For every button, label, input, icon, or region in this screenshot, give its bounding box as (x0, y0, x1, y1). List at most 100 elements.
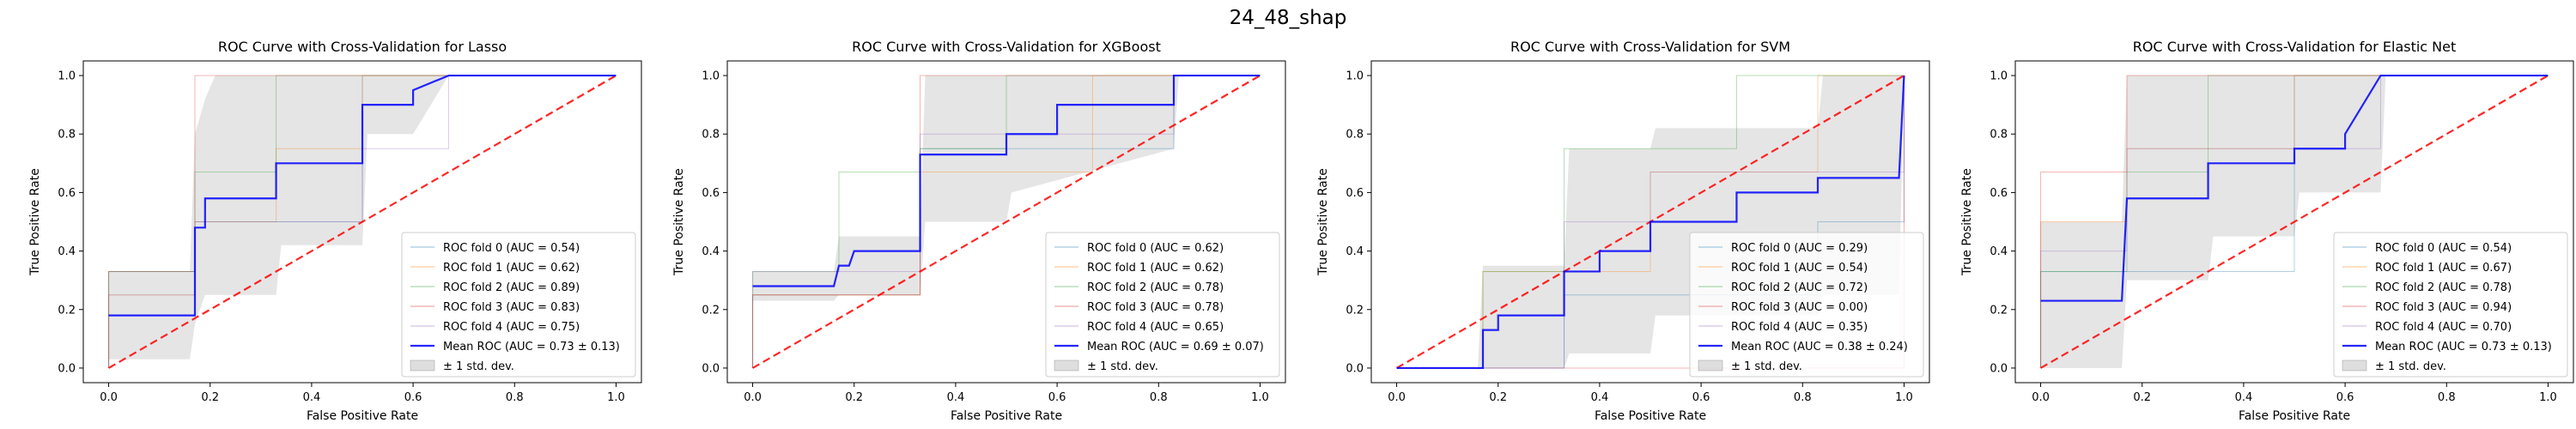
x-tick-label: 0.0 (1388, 391, 1406, 404)
legend-box (2333, 232, 2568, 378)
legend-label: ± 1 std. dev. (443, 360, 514, 373)
x-tick-label: 0.2 (2133, 391, 2151, 404)
x-axis-label: False Positive Rate (2239, 409, 2350, 423)
legend-label: ROC fold 3 (AUC = 0.83) (443, 301, 580, 314)
legend: ROC fold 0 (AUC = 0.54) ROC fold 1 (AUC =… (2333, 232, 2568, 378)
mean-roc-line (108, 74, 617, 317)
y-tick-label: 0.6 (1346, 187, 1364, 200)
y-tick-label: 0.8 (1346, 129, 1364, 142)
figure-suptitle: 24_48_shap (1229, 7, 1347, 29)
x-tick-label: 0.0 (100, 391, 118, 404)
y-tick-label: 0.4 (1990, 245, 2008, 258)
x-tick-label: 0.8 (506, 391, 524, 404)
chance-line (108, 75, 617, 369)
chart-title: ROC Curve with Cross-Validation for Lass… (218, 39, 507, 55)
legend-label: ROC fold 4 (AUC = 0.75) (443, 321, 580, 334)
legend-label: ± 1 std. dev. (1087, 360, 1158, 373)
legend-label: ROC fold 2 (AUC = 0.72) (1731, 281, 1868, 294)
axes-frame (2014, 60, 2574, 384)
y-tick-label: 0.2 (702, 304, 720, 317)
legend-label: ROC fold 2 (AUC = 0.89) (443, 281, 580, 294)
x-tick-label: 1.0 (1251, 391, 1269, 404)
legend-label: ROC fold 1 (AUC = 0.67) (2375, 262, 2512, 275)
y-axis-label: True Positive Rate (1960, 168, 1974, 276)
y-tick-label: 0.4 (1346, 245, 1364, 258)
legend-label: ± 1 std. dev. (2375, 360, 2446, 373)
roc-chart-svm: ROC Curve with Cross-Validation for SVM 0… (1316, 39, 1930, 423)
plot-area (752, 74, 1261, 369)
legend-label: ROC fold 4 (AUC = 0.35) (1731, 321, 1868, 334)
y-tick-label: 0.0 (702, 362, 720, 375)
roc-chart-xgboost: ROC Curve with Cross-Validation for XGBo… (672, 39, 1286, 423)
y-tick-label: 0.2 (1346, 304, 1364, 317)
legend-label: ROC fold 1 (AUC = 0.54) (1731, 262, 1868, 275)
y-axis-label: True Positive Rate (672, 168, 686, 276)
y-tick-label: 0.6 (702, 187, 720, 200)
chart-title: ROC Curve with Cross-Validation for Elas… (2133, 39, 2457, 55)
roc-fold-0-line (108, 75, 617, 368)
legend-label: ± 1 std. dev. (1731, 360, 1802, 373)
y-tick-label: 0.0 (1346, 362, 1364, 375)
x-tick-label: 0.6 (404, 391, 422, 404)
legend-swatch-band (2342, 360, 2367, 372)
legend-label: Mean ROC (AUC = 0.38 ± 0.24) (1731, 341, 1908, 353)
y-tick-label: 0.4 (58, 245, 76, 258)
mean-roc-line (1396, 75, 1905, 370)
roc-fold-2-line (108, 75, 617, 368)
y-tick-label: 1.0 (702, 70, 720, 83)
x-tick-label: 0.4 (2235, 391, 2253, 404)
x-tick-label: 0.8 (1794, 391, 1812, 404)
legend-swatch-band (1698, 360, 1723, 372)
y-tick-label: 0.0 (1990, 362, 2008, 375)
legend-label: ROC fold 3 (AUC = 0.78) (1087, 301, 1224, 314)
x-tick-label: 0.6 (1692, 391, 1710, 404)
legend-label: ROC fold 0 (AUC = 0.62) (1087, 242, 1224, 255)
y-axis-label: True Positive Rate (1316, 168, 1330, 276)
y-tick-label: 0.6 (58, 187, 76, 200)
legend: ROC fold 0 (AUC = 0.62) ROC fold 1 (AUC =… (1045, 232, 1280, 378)
legend-label: ROC fold 1 (AUC = 0.62) (1087, 262, 1224, 275)
x-tick-label: 0.2 (845, 391, 863, 404)
legend-label: ROC fold 3 (AUC = 0.00) (1731, 301, 1868, 314)
mean-roc-line (752, 74, 1261, 287)
chart-title: ROC Curve with Cross-Validation for XGBo… (852, 39, 1161, 55)
roc-fold-3-line (2040, 75, 2549, 368)
y-tick-label: 0.0 (58, 362, 76, 375)
legend-box (401, 232, 636, 378)
legend-label: ROC fold 2 (AUC = 0.78) (2375, 281, 2512, 294)
x-tick-label: 1.0 (1895, 391, 1913, 404)
y-tick-label: 0.8 (702, 129, 720, 142)
legend-box (1689, 232, 1924, 378)
legend-label: Mean ROC (AUC = 0.69 ± 0.07) (1087, 341, 1264, 353)
roc-fold-2-line (2040, 75, 2549, 368)
x-axis-label: False Positive Rate (951, 409, 1062, 423)
legend-label: ROC fold 4 (AUC = 0.65) (1087, 321, 1224, 334)
x-axis-label: False Positive Rate (1595, 409, 1706, 423)
legend: ROC fold 0 (AUC = 0.54) ROC fold 1 (AUC =… (401, 232, 636, 378)
roc-fold-1-line (2040, 75, 2549, 368)
axes-frame (1370, 60, 1930, 384)
axes-frame (726, 60, 1286, 384)
x-tick-label: 0.2 (1489, 391, 1507, 404)
legend-label: Mean ROC (AUC = 0.73 ± 0.13) (2375, 341, 2552, 353)
axes-frame (82, 60, 642, 384)
legend-label: ROC fold 1 (AUC = 0.62) (443, 262, 580, 275)
roc-fold-0-line (2040, 75, 2549, 368)
y-tick-label: 0.2 (1990, 304, 2008, 317)
mean-roc-line (2040, 74, 2549, 302)
roc-chart-lasso: ROC Curve with Cross-Validation for Lass… (28, 39, 642, 423)
x-tick-label: 0.6 (1048, 391, 1066, 404)
x-tick-label: 0.4 (303, 391, 321, 404)
x-tick-label: 0.4 (947, 391, 965, 404)
y-tick-label: 1.0 (1346, 70, 1364, 83)
roc-fold-3-line (752, 75, 1261, 368)
legend-swatch-band (1054, 360, 1079, 372)
y-tick-label: 0.6 (1990, 187, 2008, 200)
x-tick-label: 0.6 (2336, 391, 2354, 404)
y-tick-label: 0.2 (58, 304, 76, 317)
plot-area (108, 74, 617, 369)
y-tick-label: 0.8 (1990, 129, 2008, 142)
legend-label: ROC fold 4 (AUC = 0.70) (2375, 321, 2512, 334)
x-tick-label: 0.8 (2438, 391, 2456, 404)
legend-label: ROC fold 2 (AUC = 0.78) (1087, 281, 1224, 294)
